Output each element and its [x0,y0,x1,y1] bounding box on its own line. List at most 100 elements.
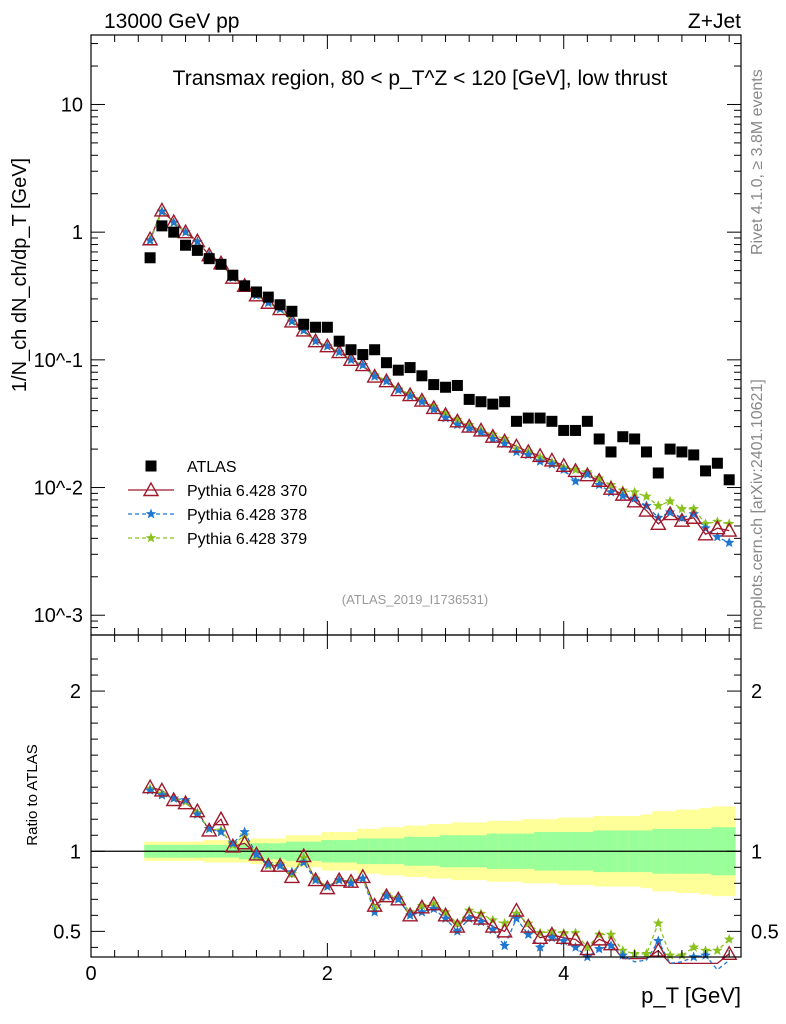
y-tick-label: 10 [61,94,83,116]
legend: ATLAS Pythia 6.428 370 Pythia 6.428 378 Pyt… [128,459,307,548]
ratio-data-point [546,932,558,943]
ratio-data-marks [141,778,738,971]
ratio-data-point [460,906,478,922]
data-point [153,201,171,217]
data-point [428,403,439,414]
data-point [333,335,345,347]
data-point [475,427,487,437]
data-point [661,505,679,521]
ratio-data-point [688,941,699,952]
y-tick-label: 10^-2 [34,478,83,500]
data-point [392,364,404,376]
data-point [629,493,640,503]
ratio-data-point [416,900,428,911]
ratio-uncertainty-bands [91,806,741,897]
ratio-data-point [653,935,664,946]
ratio-y-tick-label-right: 0.5 [751,921,779,943]
ratio-data-point [189,802,206,818]
data-point [520,443,537,459]
data-point [664,506,676,517]
data-point [381,375,392,386]
data-point [144,252,156,264]
ratio-data-point [449,918,466,933]
data-point [416,370,428,382]
ratio-axes: 0.5 0.5 1 1 2 2 0 2 4 [53,635,779,985]
legend-marker [145,508,157,519]
data-point [499,438,510,449]
data-point [614,486,632,501]
ratio-data-point [712,945,723,955]
data-point [581,415,593,427]
ratio-y-tick-label: 1 [70,841,81,863]
ratio-data-point [508,902,525,917]
data-point [641,491,652,501]
ratio-series-line-1 [149,789,730,971]
ratio-y-tick-label-right: 2 [751,681,762,703]
ratio-data-point [499,940,510,951]
data-point [451,379,463,391]
data-point [307,332,324,348]
data-point [357,349,369,361]
ratio-data-point [357,873,368,883]
data-point [180,239,192,251]
data-point [579,466,596,482]
ratio-data-point [200,822,218,837]
ratio-data-point [437,906,454,922]
data-point [330,343,348,359]
y-tick-label: 10^-3 [34,605,83,627]
ratio-data-point [499,917,510,928]
data-point [546,458,558,469]
data-point [177,223,194,239]
data-point [496,432,513,448]
ratio-data-point [425,895,442,911]
data-point [724,537,735,548]
data-point [274,299,286,311]
data-point [602,480,620,495]
ratio-data-point [413,898,431,914]
data-point [404,362,416,374]
data-point [203,253,215,265]
data-point [342,351,360,367]
data-point [449,412,466,428]
data-point [487,398,499,410]
data-point [156,220,168,232]
data-point [697,525,714,541]
y-tick-label: 1 [72,222,83,244]
ratio-data-point [534,941,546,952]
main-y-axis-label: 1/N_ch dN_ch/dp_T [GeV] [9,158,31,392]
data-point [605,479,617,490]
data-point [366,368,383,383]
data-point [617,431,629,443]
data-point [369,344,381,356]
data-point [712,531,723,542]
data-point [508,437,525,453]
data-point [168,226,180,238]
ratio-data-point [263,858,274,869]
data-point [617,490,628,501]
data-point [555,457,572,472]
ratio-panel: 0.5 0.5 1 1 2 2 0 2 4 Ratio to ATLAS p_T [GeV] [24,634,779,1008]
ratio-data-point [401,906,419,922]
legend-marker [145,460,157,472]
ratio-data-point [144,784,156,795]
ratio-data-point [366,897,383,912]
x-tick-label: 4 [558,963,569,985]
data-point [215,258,227,270]
data-point [484,428,502,443]
ratio-data-point [605,929,617,939]
data-point [688,503,699,514]
data-point [582,468,593,479]
data-point [262,291,274,303]
ratio-data-point [641,948,652,959]
ratio-data-point [322,881,333,891]
data-point [286,315,298,326]
ratio-data-point [204,823,215,834]
mcplots-label: mcplots.cern.ch [arXiv:2401.10621] [749,379,766,630]
ratio-data-point [319,879,336,895]
ratio-data-point [177,794,194,810]
ratio-data-point [212,810,230,826]
x-tick-label: 0 [85,963,96,985]
data-point [404,390,416,401]
data-point [380,357,392,369]
